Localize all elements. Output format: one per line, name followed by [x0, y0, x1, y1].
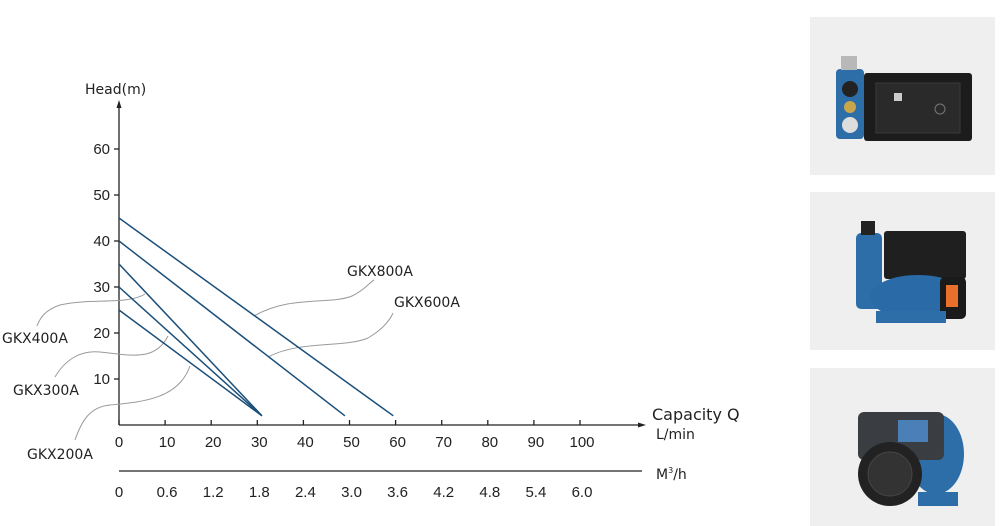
leader-gkx200a	[74, 365, 191, 441]
leader-gkx300a	[54, 335, 169, 378]
y-axis-arrow-icon	[116, 100, 122, 108]
series-line-gkx300a	[118, 286, 263, 417]
x-tick-label: 70	[435, 434, 452, 451]
controller-pump-icon	[835, 56, 972, 141]
x2-tick-label: 0	[115, 484, 123, 501]
x2-tick-label: 6.0	[572, 484, 593, 501]
x-tick-label: 80	[481, 434, 498, 451]
x-axis-arrow-icon	[638, 422, 646, 428]
x-tick-label: 50	[343, 434, 360, 451]
leader-gkx800a	[253, 279, 375, 317]
series-line-gkx800a	[118, 217, 394, 417]
series-label-gkx300a: GKX300A	[13, 383, 79, 399]
axes	[116, 100, 646, 472]
y-tick-label: 20	[93, 325, 110, 342]
x2-tick-label: 2.4	[295, 484, 316, 501]
series-line-gkx200a	[118, 309, 263, 417]
series-label-gkx400a: GKX400A	[2, 331, 68, 347]
x-tick-label: 0	[115, 434, 123, 451]
product-photo-self-priming-pump	[810, 192, 995, 350]
series-label-gkx800a: GKX800A	[347, 264, 413, 280]
series-label-gkx200a: GKX200A	[27, 447, 93, 463]
product-photo-smart-pump	[810, 368, 995, 526]
x2-tick-label: 4.2	[433, 484, 454, 501]
x-tick-label: 20	[205, 434, 222, 451]
x-tick-label: 40	[297, 434, 314, 451]
y-tick-label: 40	[93, 233, 110, 250]
x2-tick-label: 5.4	[525, 484, 546, 501]
pump-performance-chart: 10 20 30 40 50 60 0 10 20 30 40 50 60 70 80 90 100 0 0.6…	[2, 82, 740, 501]
x-axis-title: Capacity Q	[652, 405, 740, 424]
y-axis-title: Head(m)	[85, 82, 146, 98]
x-tick-label: 60	[389, 434, 406, 451]
x2-axis-unit: M3/h	[656, 466, 687, 483]
y-tick-label: 30	[93, 279, 110, 296]
y-tick-label: 10	[93, 371, 110, 388]
x-tick-label: 90	[528, 434, 545, 451]
y-tick-label: 60	[93, 141, 110, 158]
product-photo-controller-unit	[810, 17, 995, 175]
smart-pump-icon	[857, 412, 964, 506]
x-tick-label: 30	[251, 434, 268, 451]
series-line-gkx600a	[118, 240, 346, 417]
x-axis-unit: L/min	[656, 427, 695, 443]
x2-tick-label: 1.8	[249, 484, 270, 501]
self-priming-pump-icon	[855, 221, 966, 323]
series-label-gkx600a: GKX600A	[394, 295, 460, 311]
x2-tick-label: 1.2	[203, 484, 224, 501]
x2-tick-label: 0.6	[157, 484, 178, 501]
x2-tick-label: 3.0	[341, 484, 362, 501]
y-tick-label: 50	[93, 187, 110, 204]
leader-gkx600a	[267, 312, 394, 358]
x2-tick-label: 4.8	[479, 484, 500, 501]
x-tick-label: 10	[159, 434, 176, 451]
leader-gkx400a	[36, 293, 146, 327]
label-leaders	[36, 279, 394, 441]
x2-tick-label: 3.6	[387, 484, 408, 501]
x-tick-label: 100	[569, 434, 594, 451]
series-line-gkx400a	[118, 263, 263, 417]
